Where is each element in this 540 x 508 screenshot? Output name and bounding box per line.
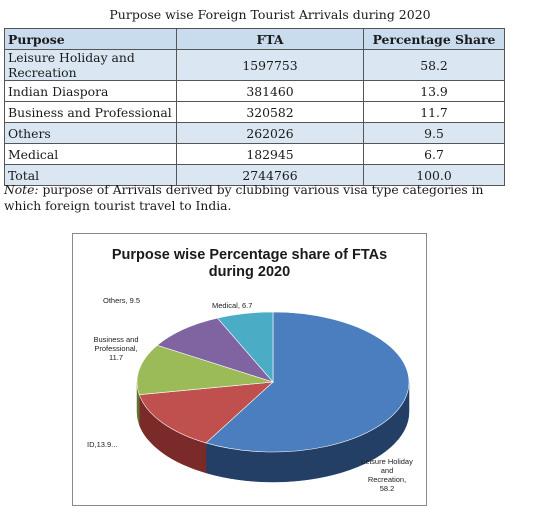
table-total-row: Total 2744766 100.0 (4, 164, 505, 186)
header-purpose: Purpose (4, 28, 177, 50)
label-medical-line: Medical, 6.7 (212, 301, 253, 310)
row-share: 9.5 (363, 122, 505, 144)
label-leisure: Leisure Holiday and Recreation, 58.2 (357, 457, 417, 493)
table-caption: Purpose wise Foreign Tourist Arrivals du… (109, 7, 431, 22)
row-fta: 381460 (176, 80, 364, 102)
label-others-line: Others, 9.5 (103, 296, 141, 305)
chart-title-line1: Purpose wise Percentage share of FTAs (111, 247, 388, 263)
total-fta: 2744766 (176, 164, 364, 186)
label-leisure-line: 58.2 (379, 484, 395, 493)
label-business: Business and Professional, 11.7 (85, 335, 147, 362)
row-fta: 1597753 (176, 49, 364, 81)
row-purpose: Business and Professional (4, 101, 177, 123)
note-text: purpose of Arrivals derived by clubbing … (4, 183, 484, 213)
chart-title-line2: during 2020 (208, 264, 291, 280)
label-id-line: ID,13.9... (87, 440, 118, 449)
row-purpose: Medical (4, 143, 177, 165)
label-medical: Medical, 6.7 (212, 301, 252, 310)
row-share: 13.9 (363, 80, 505, 102)
row-share: 6.7 (363, 143, 505, 165)
label-leisure-line: Leisure Holiday (361, 457, 413, 466)
pie-slice-id (138, 381, 274, 444)
pie-slice-others (156, 317, 274, 383)
row-fta: 262026 (176, 122, 364, 144)
row-fta: 320582 (176, 101, 364, 123)
label-others: Others, 9.5 (103, 296, 140, 305)
header-share: Percentage Share (363, 28, 505, 50)
row-purpose: Indian Diaspora (4, 80, 177, 102)
row-purpose: Leisure Holiday and Recreation (4, 49, 177, 81)
note-lead: Note: (4, 183, 39, 197)
table-row: Leisure Holiday and Recreation 1597753 5… (4, 49, 505, 81)
row-fta: 182945 (176, 143, 364, 165)
table-header-row: Purpose FTA Percentage Share (4, 28, 505, 50)
label-business-line: 11.7 (108, 353, 124, 362)
label-leisure-line: Recreation, (367, 475, 407, 484)
table-note: Note: purpose of Arrivals derived by clu… (4, 182, 516, 214)
table-row: Others 262026 9.5 (4, 122, 505, 144)
row-purpose: Others (4, 122, 177, 144)
label-id: ID,13.9... (87, 440, 117, 449)
pie-chart-panel: Purpose wise Percentage share of FTAs du… (72, 233, 427, 506)
fta-table: Purpose FTA Percentage Share Leisure Hol… (4, 28, 505, 186)
total-label: Total (4, 164, 177, 186)
table-row: Business and Professional 320582 11.7 (4, 101, 505, 123)
pie-slice-leisure-holiday-and-recreation (205, 311, 410, 453)
table-row: Medical 182945 6.7 (4, 143, 505, 165)
total-share: 100.0 (363, 164, 505, 186)
row-share: 11.7 (363, 101, 505, 123)
table-row: Indian Diaspora 381460 13.9 (4, 80, 505, 102)
label-business-line: Business and (93, 335, 139, 344)
row-share: 58.2 (363, 49, 505, 81)
pie-slice-medical (216, 311, 274, 383)
pie-slice-business-and-professional (136, 344, 274, 396)
header-fta: FTA (176, 28, 364, 50)
label-business-line: Professional, (94, 344, 138, 353)
pie-chart (136, 311, 410, 483)
label-leisure-line: and (380, 466, 394, 475)
